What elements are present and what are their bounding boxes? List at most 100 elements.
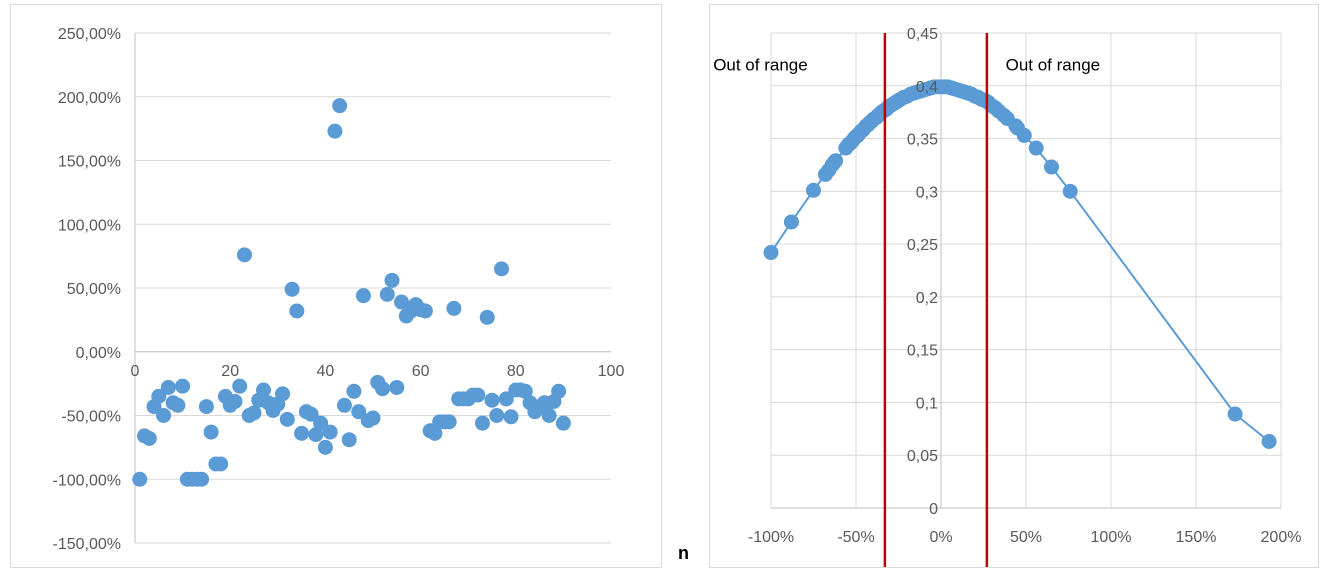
data-point xyxy=(336,397,352,413)
data-point xyxy=(763,245,779,261)
data-point xyxy=(341,432,357,448)
data-point xyxy=(194,471,210,487)
data-point xyxy=(232,378,248,394)
data-point xyxy=(417,303,433,319)
data-point xyxy=(365,410,381,426)
scatter-chart-svg: -150,00% -100,00% -50,00% 0,00% 50,00% 100,00… xyxy=(53,26,625,553)
data-point xyxy=(303,406,319,422)
data-point xyxy=(484,392,500,408)
data-point xyxy=(541,408,557,423)
data-point xyxy=(160,379,176,395)
y-tick-label: 0,4 xyxy=(916,79,938,96)
data-point xyxy=(332,98,348,114)
data-point xyxy=(284,281,300,297)
data-point xyxy=(289,303,305,319)
y-tick-label: -100,00% xyxy=(53,472,122,489)
data-point xyxy=(294,425,310,441)
x-tick-label: 100% xyxy=(1091,529,1132,546)
data-point xyxy=(1227,406,1243,422)
data-point xyxy=(1016,127,1032,143)
data-point xyxy=(322,424,338,440)
data-point xyxy=(227,393,243,409)
data-point xyxy=(317,439,333,455)
data-point xyxy=(313,415,329,431)
x-tick-label: 200% xyxy=(1261,529,1302,546)
y-tick-label: 0,1 xyxy=(916,395,938,412)
y-tick-label: 100,00% xyxy=(58,217,121,234)
data-point xyxy=(783,214,799,230)
data-point xyxy=(346,383,362,399)
data-point xyxy=(1028,140,1044,156)
data-point xyxy=(498,391,514,407)
distribution-chart: -100% -50% 0% 50% 100% 150% 200% 0 0,05 0,1 0,15 0,… xyxy=(709,4,1319,568)
y-tick-label: 250,00% xyxy=(58,26,121,43)
y-tick-label: 0,00% xyxy=(76,345,121,362)
x-tick-label: -50% xyxy=(837,529,874,546)
y-tick-label: 0,35 xyxy=(907,132,938,149)
y-tick-label: -50,00% xyxy=(61,409,121,426)
data-point xyxy=(236,247,252,263)
data-point xyxy=(470,387,486,403)
x-tick-label: 40 xyxy=(317,363,335,380)
data-point xyxy=(379,286,395,302)
data-point xyxy=(308,427,324,443)
data-point xyxy=(441,414,457,430)
data-point xyxy=(517,383,533,399)
data-point xyxy=(446,300,462,316)
data-point xyxy=(151,388,167,404)
data-point xyxy=(203,424,219,440)
data-point xyxy=(246,405,262,421)
y-tick-label: 0,25 xyxy=(907,237,938,254)
y-tick-label: 0,2 xyxy=(916,290,938,307)
y-tick-label: 0,45 xyxy=(907,26,938,43)
y-tick-label: 0,05 xyxy=(907,448,938,465)
data-point xyxy=(213,456,229,472)
data-point xyxy=(256,382,272,398)
data-point xyxy=(555,415,571,431)
data-point xyxy=(1044,159,1059,175)
distribution-chart-svg: -100% -50% 0% 50% 100% 150% 200% 0 0,05 0,1 0,15 0,… xyxy=(713,26,1302,567)
y-tick-label: 200,00% xyxy=(58,90,121,107)
data-point xyxy=(1261,434,1277,449)
stray-label: n xyxy=(678,543,689,563)
data-point xyxy=(828,153,844,169)
data-point xyxy=(375,381,391,397)
y-tick-label: 0,15 xyxy=(907,343,938,360)
data-point xyxy=(494,261,510,277)
out-of-range-label: Out of range xyxy=(1006,56,1101,75)
y-tick-label: 150,00% xyxy=(58,154,121,171)
data-point xyxy=(279,411,295,427)
x-tick-label: 80 xyxy=(507,363,525,380)
data-point xyxy=(170,397,186,413)
x-tick-label: -100% xyxy=(748,529,794,546)
data-point xyxy=(394,294,410,310)
y-tick-label: -150,00% xyxy=(53,536,122,553)
data-point xyxy=(351,404,367,420)
y-tick-label: 0 xyxy=(929,501,938,518)
out-of-range-label: Out of range xyxy=(713,56,808,75)
data-point xyxy=(806,182,821,198)
data-point xyxy=(551,383,567,399)
data-point xyxy=(355,288,371,304)
data-point xyxy=(489,408,505,423)
data-point xyxy=(427,425,443,441)
data-point xyxy=(474,415,490,431)
data-point xyxy=(175,378,191,394)
data-point xyxy=(198,399,214,415)
data-point xyxy=(1062,183,1078,199)
x-tick-label: 0% xyxy=(929,529,952,546)
data-point xyxy=(141,430,157,446)
data-point xyxy=(275,386,291,402)
x-tick-label: 60 xyxy=(412,363,430,380)
x-tick-label: 50% xyxy=(1010,529,1042,546)
data-point xyxy=(156,408,172,423)
data-point xyxy=(503,409,519,425)
x-tick-label: 20 xyxy=(221,363,239,380)
data-point xyxy=(384,272,400,288)
data-point xyxy=(327,123,343,139)
x-tick-label: 0 xyxy=(131,363,140,380)
data-point xyxy=(479,309,495,325)
x-tick-label: 150% xyxy=(1176,529,1217,546)
y-tick-label: 0,3 xyxy=(916,184,938,201)
data-point xyxy=(132,471,148,487)
